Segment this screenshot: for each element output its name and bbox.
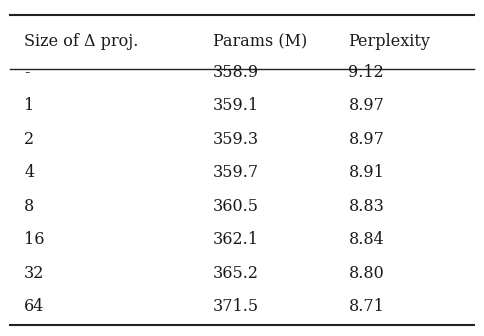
Text: 8.80: 8.80 [348,265,384,282]
Text: 9.12: 9.12 [348,64,384,81]
Text: 16: 16 [24,231,45,248]
Text: 362.1: 362.1 [213,231,259,248]
Text: Params (M): Params (M) [213,34,307,50]
Text: 32: 32 [24,265,45,282]
Text: 4: 4 [24,164,34,181]
Text: 2: 2 [24,131,34,148]
Text: 8: 8 [24,198,34,215]
Text: 359.3: 359.3 [213,131,259,148]
Text: 8.97: 8.97 [348,131,384,148]
Text: 359.1: 359.1 [213,97,259,114]
Text: 8.83: 8.83 [348,198,384,215]
Text: 8.91: 8.91 [348,164,384,181]
Text: -: - [24,64,30,81]
Text: 359.7: 359.7 [213,164,259,181]
Text: 365.2: 365.2 [213,265,259,282]
Text: 8.84: 8.84 [348,231,384,248]
Text: 8.97: 8.97 [348,97,384,114]
Text: 1: 1 [24,97,34,114]
Text: 360.5: 360.5 [213,198,259,215]
Text: Perplexity: Perplexity [348,34,430,50]
Text: 358.9: 358.9 [213,64,259,81]
Text: 8.71: 8.71 [348,298,384,315]
Text: 371.5: 371.5 [213,298,259,315]
Text: Size of Δ proj.: Size of Δ proj. [24,34,138,50]
Text: 64: 64 [24,298,45,315]
